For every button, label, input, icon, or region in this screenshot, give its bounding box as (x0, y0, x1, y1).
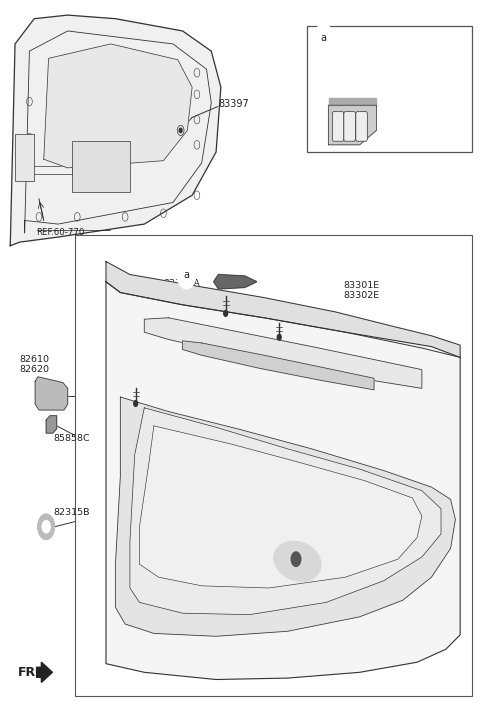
Text: 83365C: 83365C (163, 289, 200, 297)
Text: 82620: 82620 (20, 365, 50, 374)
Text: 83302E: 83302E (343, 291, 379, 300)
Text: 82315B: 82315B (53, 508, 90, 517)
Polygon shape (144, 318, 422, 388)
Ellipse shape (274, 541, 321, 582)
Text: 83301E: 83301E (343, 281, 379, 290)
Circle shape (177, 260, 196, 289)
Circle shape (291, 552, 301, 566)
Bar (307, 26, 472, 152)
Bar (75, 235, 472, 696)
Text: a: a (183, 269, 190, 279)
Circle shape (277, 334, 281, 340)
Circle shape (224, 310, 228, 316)
Text: 83397: 83397 (218, 100, 249, 110)
Polygon shape (44, 44, 192, 168)
Text: 83355A: 83355A (163, 279, 200, 287)
Text: 1249GE: 1249GE (163, 300, 201, 309)
Circle shape (42, 521, 50, 534)
Polygon shape (182, 341, 374, 390)
Text: FR.: FR. (17, 666, 41, 679)
Polygon shape (140, 426, 422, 588)
Text: 1249LB: 1249LB (283, 313, 319, 322)
Text: a: a (321, 33, 327, 43)
Circle shape (179, 129, 182, 133)
Text: REF.60-770: REF.60-770 (36, 228, 85, 238)
Polygon shape (46, 416, 57, 433)
Text: 1249LD: 1249LD (121, 377, 158, 386)
Polygon shape (328, 105, 376, 145)
Polygon shape (106, 282, 460, 679)
FancyBboxPatch shape (356, 112, 367, 142)
Bar (15, 134, 34, 180)
Circle shape (314, 24, 333, 53)
Text: 85858C: 85858C (53, 435, 90, 443)
Polygon shape (130, 408, 441, 614)
Text: 82610: 82610 (20, 355, 50, 364)
Circle shape (37, 514, 55, 540)
Polygon shape (35, 377, 68, 410)
Polygon shape (10, 15, 221, 245)
FancyBboxPatch shape (344, 112, 355, 142)
FancyBboxPatch shape (332, 112, 344, 142)
Polygon shape (116, 397, 456, 636)
Circle shape (134, 401, 138, 406)
Bar (72, 142, 130, 191)
Text: 93580A: 93580A (338, 33, 378, 43)
Polygon shape (328, 98, 376, 105)
Polygon shape (106, 261, 460, 357)
Polygon shape (36, 662, 52, 682)
Polygon shape (214, 274, 257, 289)
